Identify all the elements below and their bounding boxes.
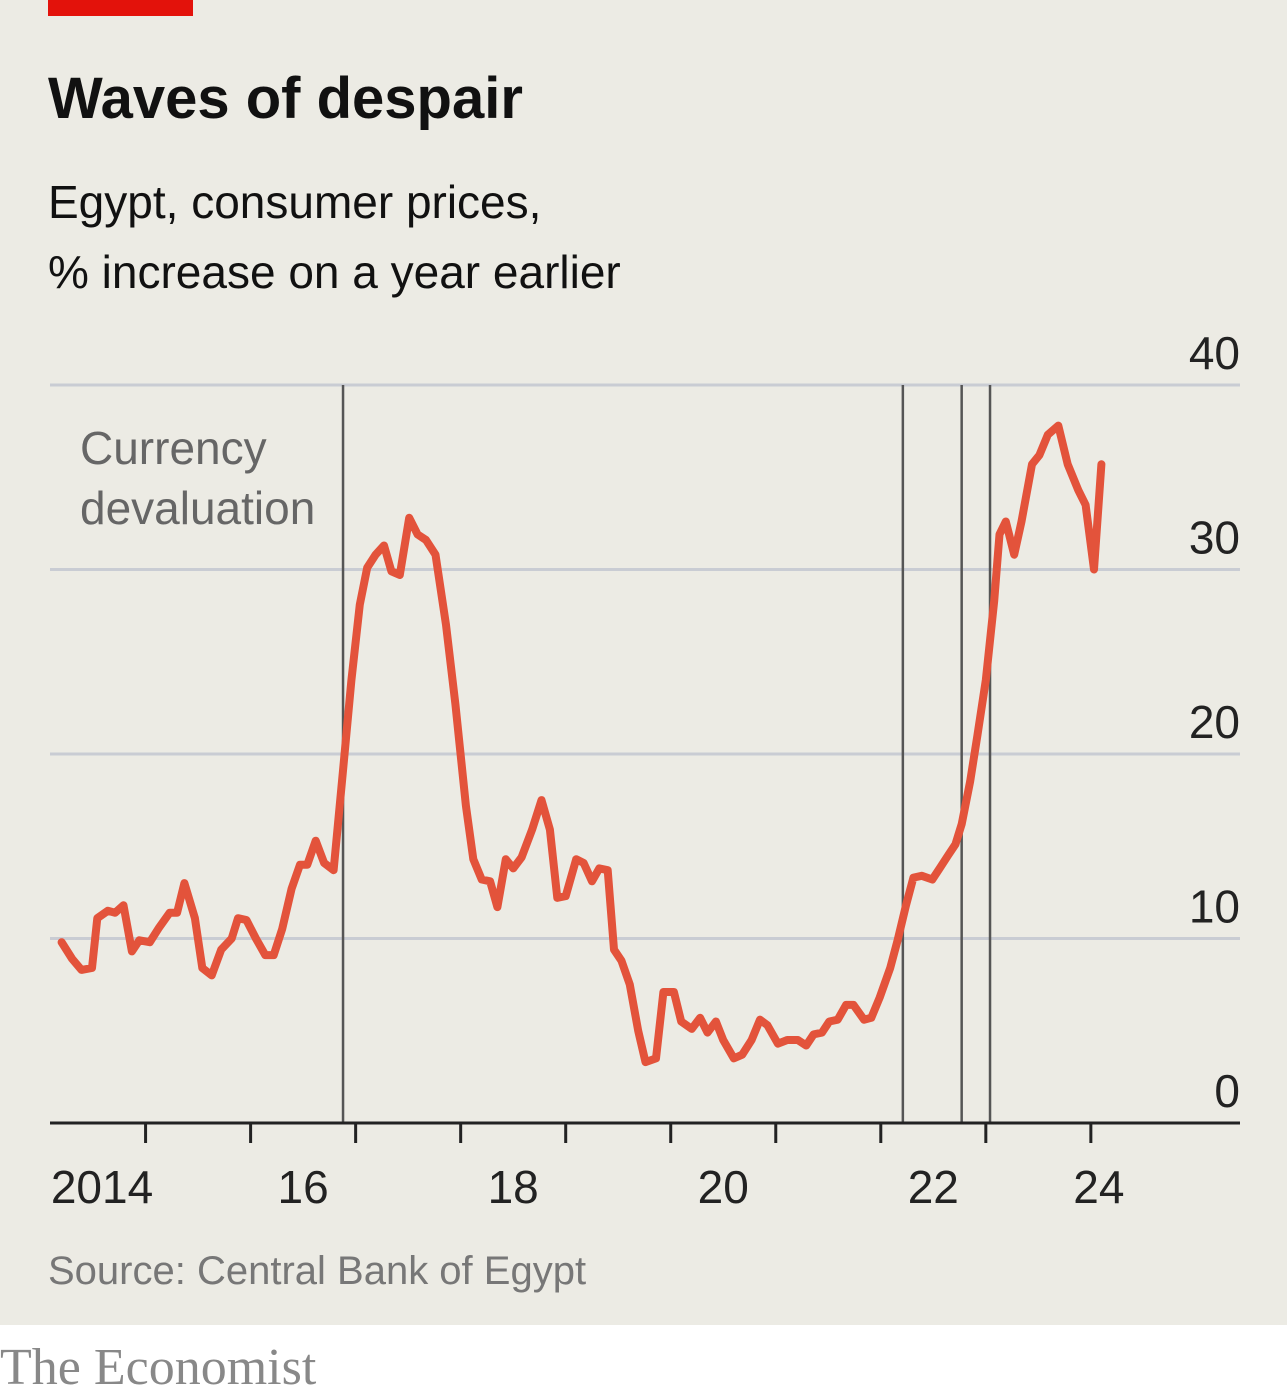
y-tick-label: 10 (1189, 881, 1240, 933)
chart-subtitle: Egypt, consumer prices, (48, 176, 541, 228)
x-tick-label: 18 (488, 1161, 539, 1213)
y-tick-label: 0 (1214, 1065, 1240, 1117)
source: Source: Central Bank of Egypt (48, 1249, 586, 1293)
x-tick-label: 20 (698, 1161, 749, 1213)
y-tick-label: 30 (1189, 512, 1240, 564)
line (57, 421, 1106, 1067)
watermark: The Economist (0, 1339, 317, 1396)
x-tick-label: 24 (1073, 1161, 1124, 1213)
x-tick-label: 22 (908, 1161, 959, 1213)
chart-title: Waves of despair (48, 66, 523, 131)
y-tick-label: 20 (1189, 696, 1240, 748)
chart-subtitle: % increase on a year earlier (48, 246, 621, 298)
x-tick-label: 16 (278, 1161, 329, 1213)
y-tick-label: 40 (1189, 327, 1240, 379)
red-tag (48, 0, 193, 16)
x-tick-label: 2014 (51, 1161, 153, 1213)
annotation: Currency devaluation (80, 422, 316, 534)
background (0, 0, 1287, 1325)
